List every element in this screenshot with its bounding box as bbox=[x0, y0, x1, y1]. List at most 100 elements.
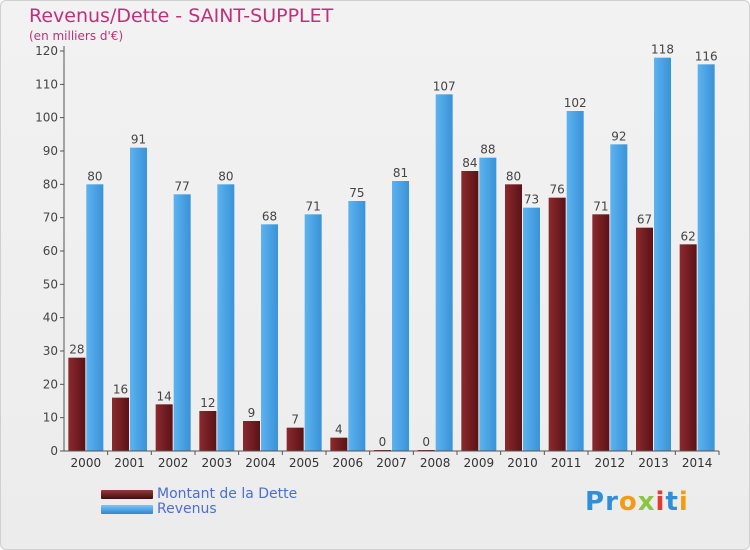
y-tick-label: 40 bbox=[43, 311, 58, 325]
revenus-value-label: 75 bbox=[349, 186, 364, 200]
x-tick-label: 2009 bbox=[464, 456, 495, 470]
x-tick-label: 2006 bbox=[333, 456, 364, 470]
revenus-bar bbox=[261, 224, 278, 451]
y-tick-label: 100 bbox=[35, 111, 58, 125]
dette-value-label: 12 bbox=[200, 396, 215, 410]
revenus-value-label: 77 bbox=[175, 179, 190, 193]
dette-bar bbox=[505, 184, 522, 452]
y-tick-label: 10 bbox=[43, 411, 58, 425]
x-tick-label: 2004 bbox=[245, 456, 276, 470]
dette-bar bbox=[286, 427, 304, 451]
revenus-bar bbox=[173, 194, 191, 452]
revenus-bar bbox=[392, 181, 409, 451]
y-tick-label: 20 bbox=[43, 377, 58, 391]
dette-value-label: 84 bbox=[462, 156, 477, 170]
logo-letter: i bbox=[678, 487, 689, 517]
x-tick-label: 2008 bbox=[420, 456, 451, 470]
revenus-value-label: 91 bbox=[131, 133, 146, 147]
y-tick-label: 110 bbox=[35, 77, 58, 91]
proxiti-logo[interactable]: Proxiti bbox=[585, 487, 689, 517]
dette-bar bbox=[199, 411, 217, 451]
revenus-bar bbox=[566, 111, 584, 451]
chart-subtitle: (en milliers d'€) bbox=[29, 29, 124, 43]
dette-value-label: 71 bbox=[593, 199, 608, 213]
logo-letter: o bbox=[618, 487, 638, 517]
y-tick-label: 50 bbox=[43, 277, 58, 291]
dette-value-label: 16 bbox=[113, 383, 128, 397]
revenus-value-label: 68 bbox=[262, 209, 277, 223]
dette-value-label: 7 bbox=[291, 413, 299, 427]
dette-bar bbox=[636, 227, 653, 451]
revenus-bar bbox=[130, 147, 147, 451]
dette-value-label: 76 bbox=[550, 183, 565, 197]
logo-letter: t bbox=[665, 487, 679, 517]
revenus-bar bbox=[435, 94, 453, 451]
x-tick-label: 2005 bbox=[289, 456, 320, 470]
logo-letter: x bbox=[637, 487, 656, 517]
x-tick-label: 2013 bbox=[638, 456, 669, 470]
revenus-value-label: 92 bbox=[611, 129, 626, 143]
revenus-value-label: 102 bbox=[564, 96, 587, 110]
x-tick-label: 2007 bbox=[376, 456, 407, 470]
y-tick-label: 60 bbox=[43, 244, 58, 258]
revenus-bar bbox=[479, 157, 497, 451]
dette-bar bbox=[112, 397, 129, 451]
dette-bar bbox=[243, 421, 260, 451]
dette-value-label: 0 bbox=[379, 435, 387, 449]
revenus-value-label: 81 bbox=[393, 166, 408, 180]
x-tick-label: 2011 bbox=[551, 456, 582, 470]
dette-value-label: 4 bbox=[335, 423, 343, 437]
dette-bar bbox=[155, 404, 173, 451]
legend-label-dette: Montant de la Dette bbox=[157, 486, 298, 502]
revenus-bar bbox=[348, 201, 366, 451]
revenus-value-label: 71 bbox=[306, 199, 321, 213]
dette-value-label: 14 bbox=[157, 389, 172, 403]
revenus-value-label: 80 bbox=[87, 169, 102, 183]
dette-bar bbox=[68, 357, 86, 451]
x-tick-label: 2012 bbox=[595, 456, 626, 470]
logo-letter: r bbox=[605, 487, 619, 517]
dette-bar bbox=[592, 214, 610, 451]
y-axis: 0 10 20 30 40 50 60 70 80 90 100 110 120 bbox=[35, 44, 65, 458]
y-tick-label: 90 bbox=[43, 144, 58, 158]
dette-value-label: 0 bbox=[422, 435, 430, 449]
chart-title: Revenus/Dette - SAINT-SUPPLET bbox=[29, 5, 334, 27]
x-tick-label: 2010 bbox=[507, 456, 538, 470]
revenus-bar bbox=[304, 214, 322, 451]
dette-bar bbox=[330, 437, 348, 451]
x-tick-label: 2002 bbox=[158, 456, 189, 470]
x-axis: 2000 2001 2002 2003 2004 2005 2006 2007 2008 2009… bbox=[64, 450, 720, 470]
dette-value-label: 28 bbox=[69, 343, 84, 357]
legend-swatch-dette bbox=[101, 490, 153, 499]
x-tick-label: 2003 bbox=[202, 456, 233, 470]
y-tick-label: 80 bbox=[43, 177, 58, 191]
revenus-value-label: 116 bbox=[695, 49, 718, 63]
x-tick-label: 2014 bbox=[682, 456, 713, 470]
dette-bar bbox=[461, 171, 479, 451]
dette-bar bbox=[679, 244, 697, 451]
dette-value-label: 62 bbox=[681, 229, 696, 243]
dette-bar bbox=[548, 197, 566, 451]
x-tick-label: 2000 bbox=[71, 456, 102, 470]
revenus-bar bbox=[86, 184, 104, 452]
bars-group: 2880169114771280968771475081010784888073… bbox=[68, 43, 718, 452]
revenus-bar bbox=[654, 57, 671, 452]
legend-label-revenus: Revenus bbox=[157, 501, 217, 517]
dette-value-label: 9 bbox=[248, 406, 256, 420]
legend-swatch-revenus bbox=[101, 505, 153, 514]
dette-value-label: 67 bbox=[637, 213, 652, 227]
x-tick-label: 2001 bbox=[114, 456, 145, 470]
revenus-bar bbox=[217, 184, 235, 452]
dette-value-label: 80 bbox=[506, 169, 521, 183]
logo-letter: P bbox=[585, 487, 606, 517]
revenus-bar bbox=[523, 207, 540, 451]
revenus-value-label: 118 bbox=[651, 43, 674, 57]
revenus-bar bbox=[610, 144, 628, 452]
revenus-bar bbox=[697, 64, 715, 452]
revenus-value-label: 73 bbox=[524, 193, 539, 207]
y-tick-label: 30 bbox=[43, 344, 58, 358]
y-tick-label: 70 bbox=[43, 211, 58, 225]
logo-letter: i bbox=[655, 487, 666, 517]
